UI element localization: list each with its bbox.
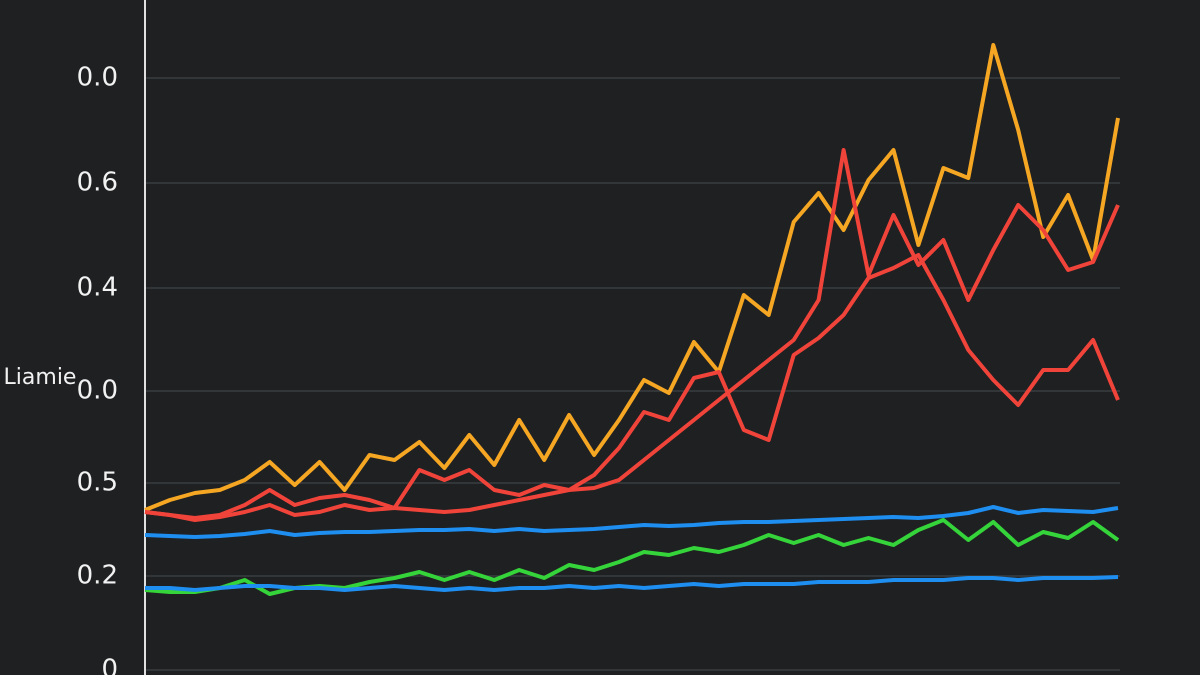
series-line <box>144 148 1120 520</box>
y-tick-label: 0.0 <box>77 63 118 93</box>
y-tick-label: 0.0 <box>77 376 118 406</box>
series-line <box>145 575 1119 592</box>
y-tick-label: 0 <box>101 655 118 675</box>
y-tick-label: 0.2 <box>77 561 118 591</box>
y-tick-label: 0.6 <box>77 168 118 198</box>
y-tick-label: 0.5 <box>77 468 118 498</box>
series-line <box>144 505 1119 539</box>
series-line <box>144 253 1120 522</box>
y-axis-label: Liamie <box>4 365 77 390</box>
y-tick-label: 0.4 <box>77 273 118 303</box>
series-line <box>144 43 1120 512</box>
